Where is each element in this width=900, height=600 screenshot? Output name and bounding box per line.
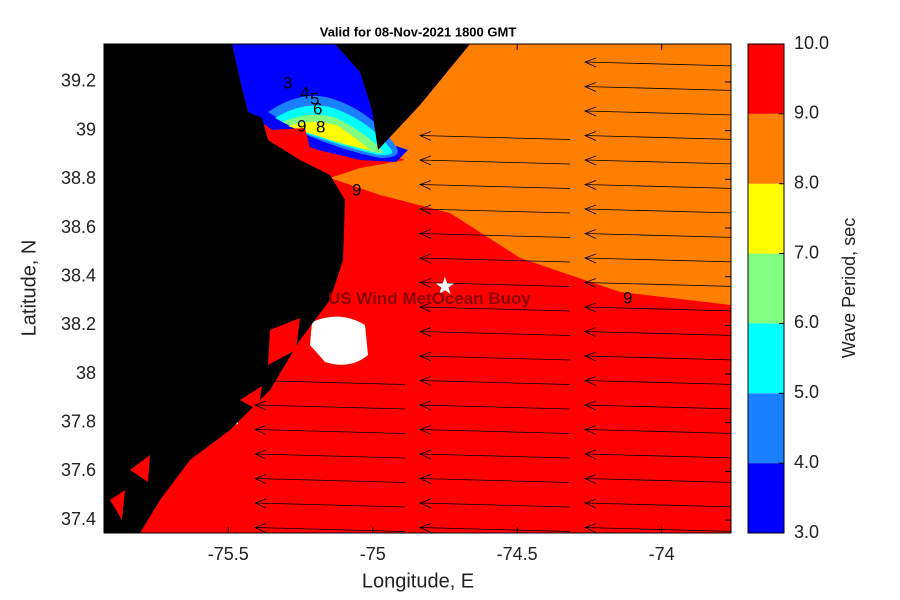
wave-vector <box>583 253 731 264</box>
y-tick-label: 39.2 <box>61 71 96 91</box>
y-tick-label: 38 <box>76 363 96 383</box>
wave-vector <box>583 278 731 288</box>
wave-vector <box>418 204 571 215</box>
colorbar-tick-label: 8.0 <box>794 172 819 192</box>
wave-vector <box>418 400 571 411</box>
wave-vector <box>583 400 731 411</box>
wave-vector <box>418 229 571 239</box>
map-field <box>104 44 731 533</box>
colorbar-band <box>748 44 784 114</box>
wave-vector <box>583 229 731 239</box>
colorbar-band <box>748 463 784 533</box>
colorbar-band <box>748 183 784 254</box>
wave-vector <box>418 302 571 313</box>
y-tick-label: 38.2 <box>61 314 96 334</box>
buoy-marker <box>435 276 455 295</box>
wave-vector <box>418 449 571 460</box>
contour-label: 9 <box>623 288 632 307</box>
wave-vector <box>583 106 731 117</box>
wave-vector <box>583 302 731 313</box>
contour-label: 3 <box>283 73 292 92</box>
contour-label: 9 <box>352 180 361 199</box>
wave-vector <box>253 449 406 460</box>
x-tick-label: -74.5 <box>497 544 538 564</box>
wave-vector <box>253 523 406 533</box>
wave-vector <box>418 155 571 166</box>
colorbar-tick-label: 6.0 <box>794 312 819 332</box>
wave-vector <box>418 351 571 362</box>
y-tick-label: 37.6 <box>61 460 96 480</box>
wave-vector <box>583 474 731 484</box>
wave-vector <box>418 498 571 509</box>
contour-label: 8 <box>316 117 325 136</box>
wave-vector <box>418 131 571 141</box>
land <box>104 44 345 533</box>
y-tick-label: 38.8 <box>61 168 96 188</box>
wave-vector <box>583 155 731 166</box>
wave-vector <box>583 57 731 68</box>
colorbar-band <box>748 323 784 394</box>
contour-label: 9 <box>297 116 306 135</box>
sea-orange <box>330 44 731 305</box>
wave-vector <box>253 498 406 509</box>
wave-vector <box>583 204 731 215</box>
wave-vector <box>583 449 731 460</box>
wave-vector <box>253 400 406 411</box>
wave-vector <box>583 498 731 509</box>
wave-vector <box>253 376 406 386</box>
wave-vector <box>418 180 571 190</box>
contour-label: 6 <box>313 99 322 118</box>
colorbar-band <box>748 113 784 184</box>
y-axis-label: Latitude, N <box>18 240 40 337</box>
wave-vector <box>583 425 731 435</box>
wave-vector <box>418 327 571 337</box>
wave-vector <box>583 523 731 533</box>
colorbar: 3.0 4.0 5.0 6.0 7.0 8.0 9.0 10.0 <box>747 33 829 542</box>
y-tick-label: 37.4 <box>61 509 96 529</box>
wave-vector <box>253 425 406 435</box>
wave-vector <box>583 376 731 386</box>
colorbar-frame <box>747 43 785 534</box>
map-title: Valid for 08-Nov-2021 1800 GMT <box>320 24 517 39</box>
y-tick-label: 37.8 <box>61 411 96 431</box>
y-tick-label: 39 <box>76 119 96 139</box>
colorbar-label: Wave Period, sec <box>839 218 859 358</box>
wave-vector <box>583 180 731 190</box>
colorbar-tick-label: 10.0 <box>794 33 829 53</box>
wave-vector <box>583 82 731 92</box>
coastal-cells <box>110 318 300 520</box>
colorbar-band <box>748 393 784 464</box>
band <box>288 122 370 150</box>
wave-vector <box>583 351 731 362</box>
x-tick-label: -74 <box>649 544 675 564</box>
wave-vector <box>583 131 731 141</box>
plot-frame <box>103 43 732 534</box>
wave-vector <box>418 474 571 484</box>
x-tick-label: -75 <box>360 544 386 564</box>
contour-label: 5 <box>310 89 319 108</box>
wave-vector <box>418 376 571 386</box>
colorbar-tick-label: 9.0 <box>794 103 819 123</box>
x-tick-label: -75.5 <box>208 544 249 564</box>
land <box>335 44 470 150</box>
buoy-label: US Wind MetOcean Buoy <box>328 289 531 308</box>
wave-vector <box>583 327 731 337</box>
x-axis-label: Longitude, E <box>362 570 474 592</box>
y-tick-label: 38.4 <box>61 265 96 285</box>
colorbar-tick-label: 5.0 <box>794 382 819 402</box>
wave-vector <box>418 425 571 435</box>
wave-vector <box>418 253 571 264</box>
colorbar-tick-label: 7.0 <box>794 242 819 262</box>
y-tick-label: 38.6 <box>61 217 96 237</box>
contour-label: 4 <box>300 83 309 102</box>
colorbar-band <box>748 253 784 324</box>
wave-vector <box>253 474 406 484</box>
colorbar-tick-label: 4.0 <box>794 452 819 472</box>
wave-vector <box>418 523 571 533</box>
colorbar-tick-label: 3.0 <box>794 522 819 542</box>
wave-vectors <box>253 57 731 533</box>
no-data <box>310 316 368 365</box>
